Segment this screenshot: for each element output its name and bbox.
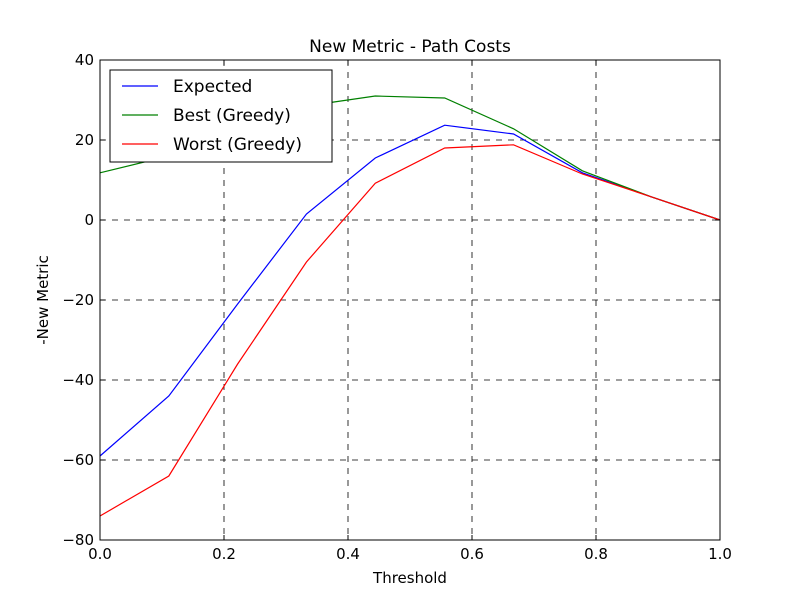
x-tick-label: 0.8 [584,545,608,563]
legend-box [109,69,333,163]
y-tick-label: −40 [62,371,94,389]
grid-lines [100,60,720,540]
tick-marks [99,59,721,541]
series-line-2 [99,144,721,517]
y-tick-label: −20 [62,291,94,309]
x-tick-label: 0.0 [88,545,112,563]
x-tick-label: 0.4 [336,545,360,563]
legend-label-1: Best (Greedy) [173,106,291,126]
y-tick-label: −80 [62,531,94,549]
y-tick-label: 40 [75,51,94,69]
y-tick-label: −60 [62,451,94,469]
legend: Expected Best (Greedy) Worst (Greedy) [109,69,333,163]
legend-label-2: Worst (Greedy) [173,135,302,155]
y-tick-label: 0 [84,211,94,229]
x-axis-label: Threshold [372,569,447,587]
x-tick-label: 1.0 [708,545,732,563]
legend-label-0: Expected [173,77,252,97]
y-axis-label: -New Metric [34,255,52,345]
x-tick-label: 0.6 [460,545,484,563]
chart-title: New Metric - Path Costs [309,37,511,57]
y-tick-label: 20 [75,131,94,149]
y-tick-labels: −80 −60 −40 −20 0 20 40 [62,51,94,549]
x-tick-label: 0.2 [212,545,236,563]
x-tick-labels: 0.0 0.2 0.4 0.6 0.8 1.0 [88,545,732,563]
